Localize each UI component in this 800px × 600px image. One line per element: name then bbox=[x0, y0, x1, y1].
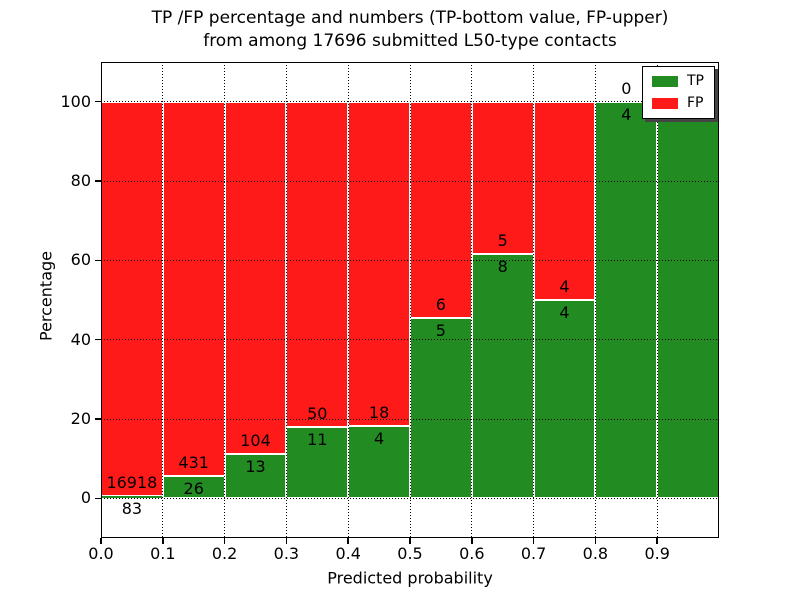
x-tick-label: 0.6 bbox=[459, 544, 485, 563]
x-tick-label: 0.5 bbox=[397, 544, 423, 563]
bar-segment-fp bbox=[471, 101, 534, 255]
y-tick-label: 0 bbox=[80, 488, 91, 508]
y-tick-label: 20 bbox=[70, 409, 91, 428]
bar-segment-tp bbox=[224, 454, 287, 499]
bar-segment-fp bbox=[224, 101, 287, 455]
bar-segment-fp bbox=[410, 101, 472, 319]
y-tick bbox=[95, 338, 101, 341]
y-tick bbox=[95, 259, 101, 262]
grid-layer bbox=[101, 62, 719, 538]
gridline-x bbox=[285, 62, 287, 538]
legend-label-tp: TP bbox=[687, 73, 704, 89]
x-tick bbox=[409, 538, 411, 544]
chart-title-line1: TP /FP percentage and numbers (TP-bottom… bbox=[151, 8, 669, 28]
x-tick-label: 0.4 bbox=[335, 544, 361, 563]
x-tick bbox=[532, 538, 535, 544]
gridline-y bbox=[101, 180, 719, 182]
x-tick-label: 0.7 bbox=[520, 544, 547, 563]
tp-count-label: 4 bbox=[559, 303, 570, 323]
tp-count-label: 26 bbox=[183, 478, 204, 498]
plot-area: 1691883431261041350111846558440402 TP FP bbox=[101, 62, 719, 538]
x-axis-label: Predicted probability bbox=[327, 568, 493, 588]
bar-segment-tp bbox=[657, 101, 719, 499]
legend-entry-fp: FP bbox=[652, 96, 704, 110]
y-tick bbox=[95, 100, 101, 103]
tp-count-label: 83 bbox=[121, 499, 143, 519]
gridline-x bbox=[162, 62, 164, 538]
bar-segment-fp bbox=[286, 101, 349, 427]
y-tick-label: 100 bbox=[60, 91, 91, 111]
fp-count-label: 0 bbox=[621, 78, 632, 98]
tp-count-label: 11 bbox=[307, 429, 328, 449]
x-tick-label: 0.1 bbox=[150, 544, 176, 563]
fp-count-label: 18 bbox=[368, 403, 390, 423]
x-tick bbox=[594, 538, 597, 544]
gridline-x bbox=[656, 62, 658, 538]
y-tick-label: 80 bbox=[70, 171, 91, 190]
gridline-y bbox=[101, 259, 719, 261]
legend-entry-tp: TP bbox=[652, 74, 704, 88]
x-tick-label: 0.3 bbox=[273, 544, 300, 563]
gridline-y bbox=[101, 418, 719, 420]
tp-color-swatch bbox=[652, 75, 678, 87]
x-tick bbox=[471, 538, 473, 544]
y-tick bbox=[95, 180, 101, 182]
legend: TP FP bbox=[642, 66, 715, 119]
x-tick-label: 0.9 bbox=[644, 544, 670, 563]
fp-count-label: 50 bbox=[307, 403, 328, 423]
bar-segment-tp bbox=[471, 254, 534, 499]
bar-segment-tp bbox=[595, 101, 658, 499]
legend-label-fp: FP bbox=[687, 95, 704, 111]
gridline-x bbox=[594, 62, 596, 538]
tp-count-label: 13 bbox=[245, 457, 266, 477]
tp-count-label: 4 bbox=[374, 429, 385, 449]
gridline-x bbox=[533, 62, 535, 538]
x-tick bbox=[285, 538, 288, 544]
fp-count-label: 4 bbox=[559, 276, 570, 296]
bar-segment-fp bbox=[101, 101, 163, 497]
fp-count-label: 104 bbox=[240, 431, 271, 451]
x-tick-label: 0.2 bbox=[211, 544, 238, 563]
gridline-y bbox=[101, 101, 719, 103]
x-tick bbox=[162, 538, 164, 544]
fp-color-swatch bbox=[652, 97, 678, 109]
x-tick bbox=[223, 538, 226, 544]
tp-count-label: 5 bbox=[435, 321, 446, 341]
chart-title-line2: from among 17696 submitted L50-type cont… bbox=[203, 31, 617, 51]
fp-count-label: 16918 bbox=[106, 473, 158, 493]
fp-count-label: 6 bbox=[435, 294, 446, 314]
bar-segment-fp bbox=[533, 101, 596, 300]
bar-segment-tp bbox=[533, 300, 596, 499]
fp-count-label: 431 bbox=[178, 452, 209, 472]
x-tick-label: 0.8 bbox=[582, 544, 609, 563]
x-tick bbox=[100, 538, 102, 544]
gridline-x bbox=[409, 62, 411, 538]
y-tick bbox=[95, 418, 101, 420]
bar-segment-fp bbox=[348, 101, 410, 427]
bar-segment-tp bbox=[348, 426, 410, 499]
y-tick bbox=[95, 497, 101, 500]
bar-segment-fp bbox=[162, 101, 225, 476]
gridline-x bbox=[471, 62, 473, 538]
x-tick-label: 0.0 bbox=[88, 544, 114, 563]
bar-segment-tp bbox=[410, 318, 472, 499]
x-tick bbox=[347, 538, 349, 544]
gridline-x bbox=[347, 62, 349, 538]
fp-count-label: 5 bbox=[497, 231, 508, 251]
y-axis-label: Percentage bbox=[36, 250, 56, 342]
gridline-y bbox=[101, 339, 719, 341]
gridline-y bbox=[101, 497, 719, 499]
tp-count-label: 4 bbox=[621, 104, 632, 124]
chart-title: TP /FP percentage and numbers (TP-bottom… bbox=[101, 7, 719, 53]
x-tick bbox=[656, 538, 658, 544]
bar-labels-layer: 1691883431261041350111846558440402 bbox=[101, 62, 719, 538]
tp-count-label: 8 bbox=[497, 257, 508, 277]
gridline-x bbox=[224, 62, 226, 538]
y-tick-label: 60 bbox=[70, 250, 91, 270]
y-tick-label: 40 bbox=[70, 329, 91, 349]
